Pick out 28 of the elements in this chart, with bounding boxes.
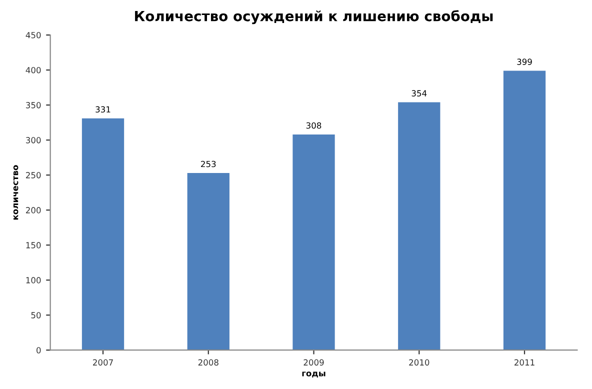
y-tick-label: 350 xyxy=(26,102,41,108)
x-tick-label: 2010 xyxy=(409,359,430,366)
y-axis-title: количество xyxy=(13,165,18,220)
y-tick-label: 150 xyxy=(26,242,41,248)
y-tick-label: 200 xyxy=(26,207,41,214)
bar xyxy=(398,102,440,350)
y-tick-label: 50 xyxy=(31,312,41,318)
bar xyxy=(292,134,335,350)
y-tick-label: 450 xyxy=(26,32,41,38)
y-tick-label: 300 xyxy=(26,137,41,144)
y-tick-label: 250 xyxy=(26,172,41,178)
x-axis-title: годы xyxy=(302,372,326,378)
y-tick-label: 0 xyxy=(36,347,41,354)
y-tick-label: 400 xyxy=(26,67,41,74)
x-tick-label: 2008 xyxy=(198,359,218,366)
bar xyxy=(503,70,546,350)
data-label: 354 xyxy=(412,90,427,96)
data-label: 331 xyxy=(96,106,110,113)
data-label: 399 xyxy=(517,58,532,65)
data-label: 308 xyxy=(306,122,322,129)
y-tick-label: 100 xyxy=(26,277,41,284)
chart-title: Количество осуждений к лишению свободы xyxy=(135,10,493,24)
x-tick-label: 2009 xyxy=(304,359,324,366)
x-tick-label: 2011 xyxy=(514,359,534,366)
data-label: 253 xyxy=(201,160,216,168)
bar xyxy=(82,118,124,350)
bar xyxy=(187,172,230,350)
x-tick-label: 2007 xyxy=(93,359,113,366)
